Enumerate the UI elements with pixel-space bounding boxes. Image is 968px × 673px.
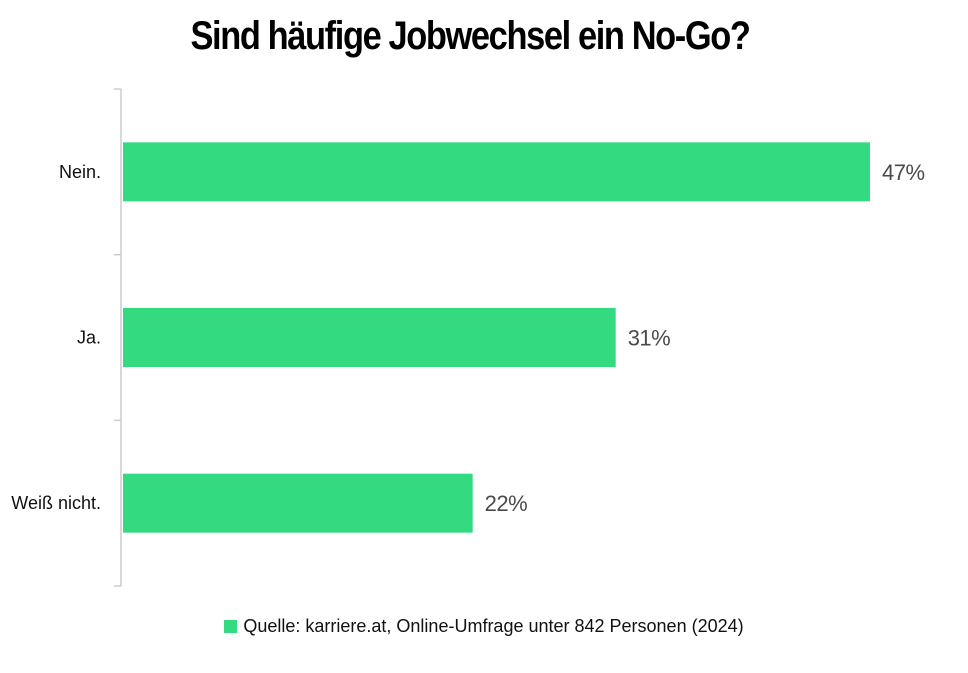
legend: Quelle: karriere.at, Online-Umfrage unte… [0, 616, 968, 638]
category-label: Nein. [59, 162, 101, 182]
value-label: 31% [628, 326, 671, 351]
category-label: Weiß nicht. [11, 493, 101, 513]
bar [123, 142, 870, 202]
chart-title: Sind häufige Jobwechsel ein No-Go? [190, 14, 750, 58]
legend-label: Quelle: karriere.at, Online-Umfrage unte… [243, 616, 744, 636]
legend-swatch [224, 620, 238, 633]
value-label: 22% [485, 491, 528, 516]
bar [123, 473, 473, 533]
category-label: Ja. [77, 328, 101, 348]
value-label: 47% [882, 160, 925, 185]
bar [123, 308, 616, 367]
